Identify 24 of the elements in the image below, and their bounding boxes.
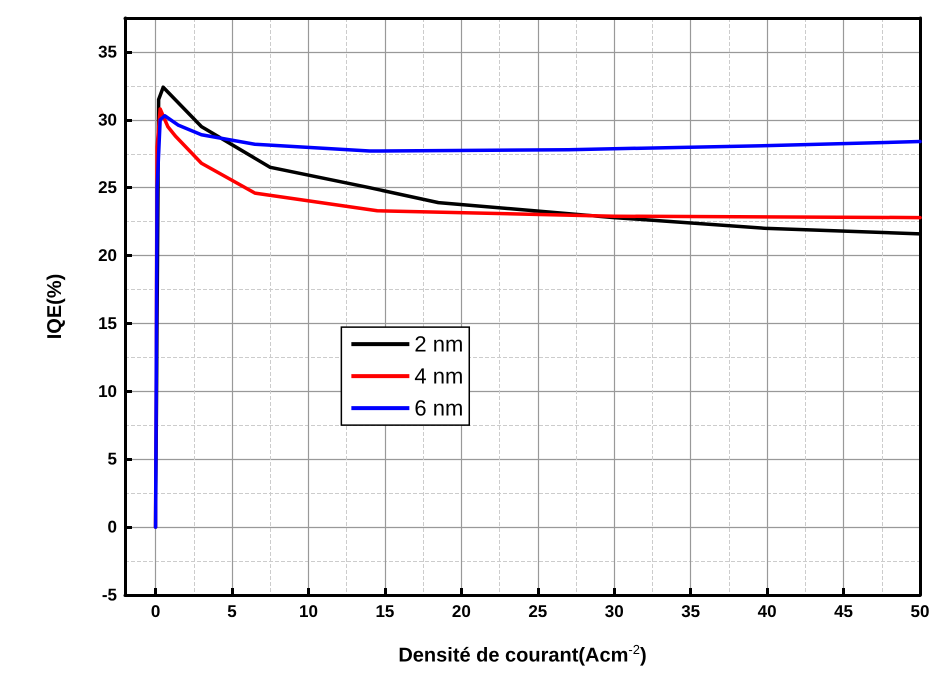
x-tick-label: 5 (227, 602, 237, 621)
y-tick-label: 35 (98, 42, 117, 62)
x-tick-label: 20 (452, 602, 471, 621)
x-tick-label: 35 (681, 602, 700, 621)
y-tick-label: -5 (102, 586, 117, 604)
x-tick-label: 40 (758, 602, 777, 621)
y-tick-label: 0 (108, 518, 117, 537)
legend-label: 2 nm (414, 332, 464, 357)
y-tick-label: 25 (98, 178, 117, 198)
legend-label: 6 nm (414, 396, 464, 421)
y-axis-title: IQE(%) (44, 274, 66, 340)
y-tick-label: 10 (98, 382, 117, 401)
y-tick-label: 30 (98, 110, 117, 130)
y-tick-label: 15 (98, 314, 117, 333)
x-tick-label: 15 (375, 602, 394, 621)
x-tick-label: 30 (604, 602, 624, 621)
x-tick-label: 50 (910, 602, 930, 621)
y-tick-label: 20 (98, 246, 117, 266)
y-tick-label: 5 (108, 450, 117, 469)
x-tick-label: 0 (150, 602, 160, 621)
x-tick-label: 10 (299, 602, 318, 621)
x-tick-label: 25 (528, 602, 548, 621)
legend-label: 4 nm (414, 364, 464, 389)
x-tick-label: 45 (834, 602, 854, 621)
